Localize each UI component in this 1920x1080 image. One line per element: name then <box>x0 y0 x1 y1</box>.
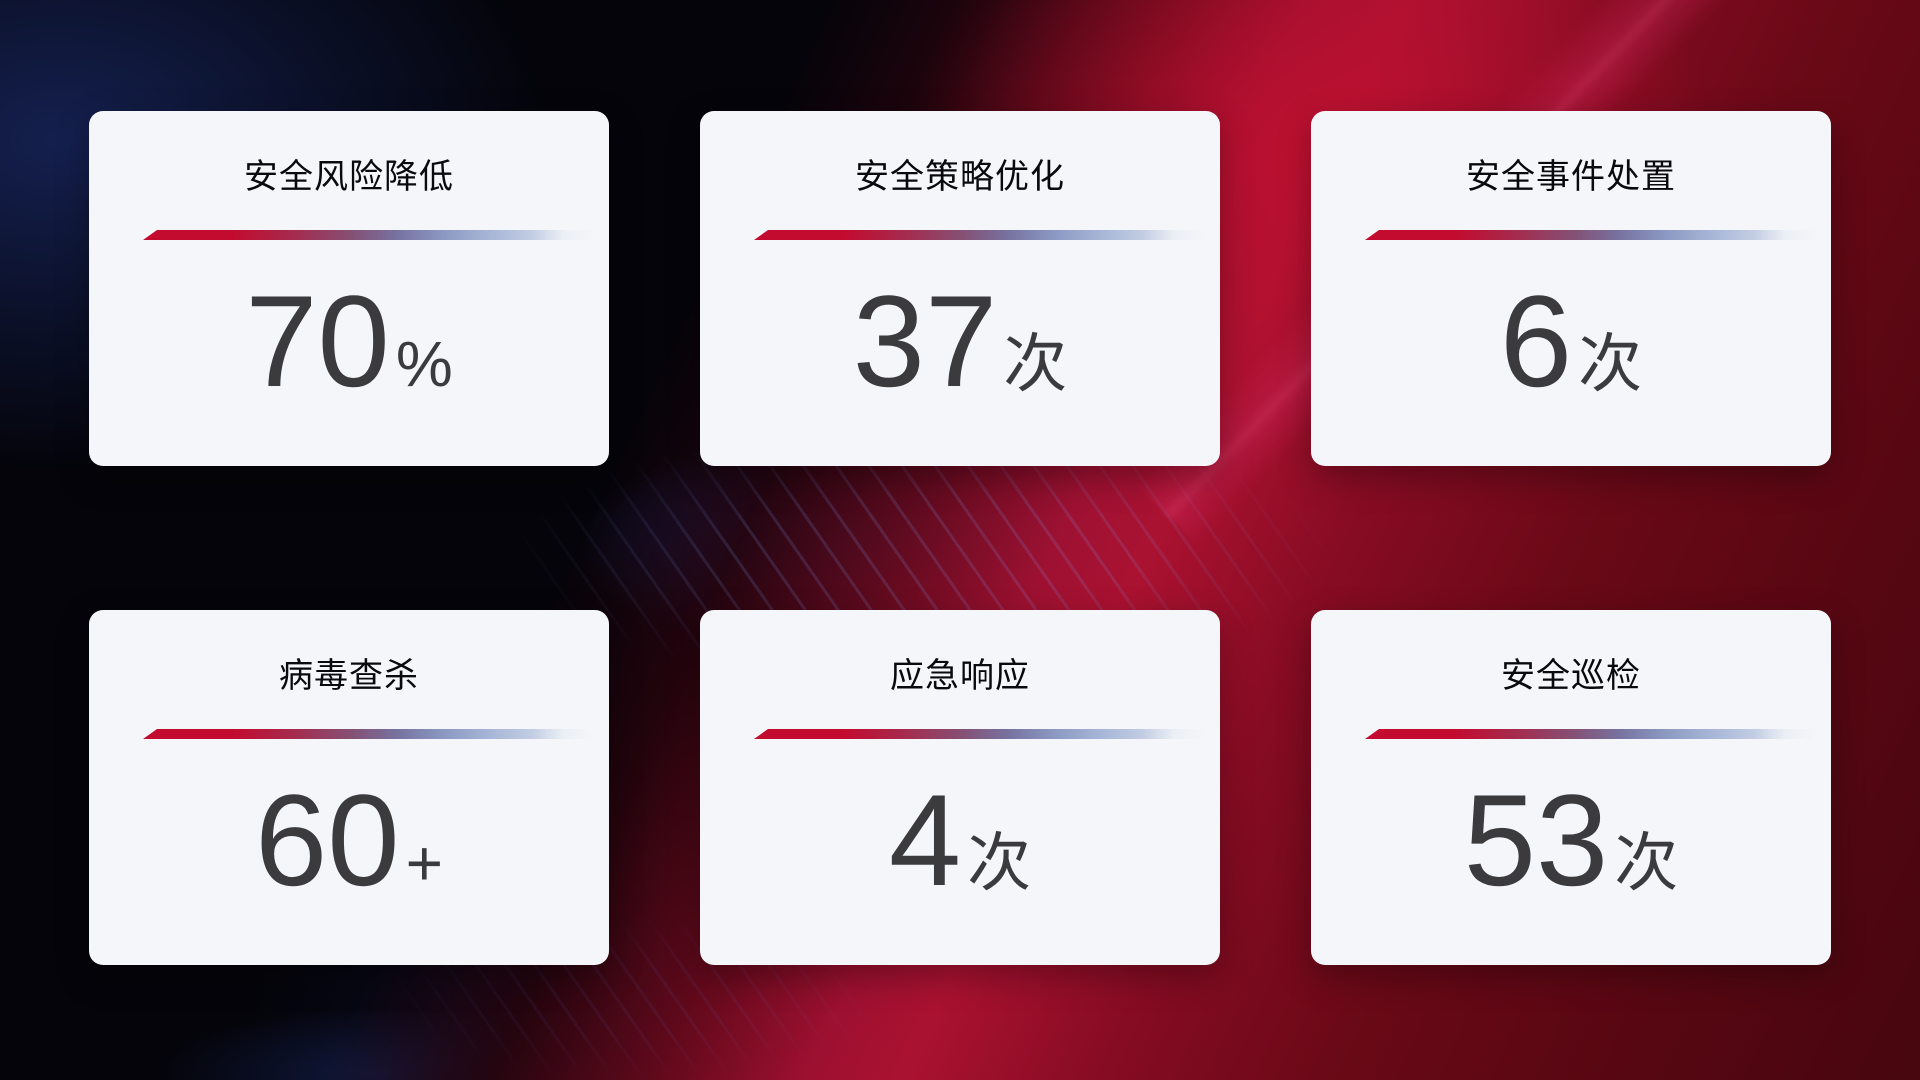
stat-value: 70 <box>245 268 390 414</box>
stat-value-unit: % <box>395 328 453 400</box>
stat-value: 60 <box>255 767 400 913</box>
stat-card-risk-reduction: 安全风险降低 70 % <box>89 111 609 466</box>
stat-value: 53 <box>1463 767 1609 913</box>
stat-card-title: 安全策略优化 <box>855 158 1065 196</box>
stat-value-row: 60 + <box>89 775 609 905</box>
stat-value-unit: 次 <box>1003 328 1068 400</box>
stat-value: 6 <box>1499 268 1573 414</box>
stat-card-title: 应急响应 <box>890 657 1030 695</box>
stat-value-row: 53 次 <box>1311 775 1831 905</box>
gradient-divider <box>143 230 595 240</box>
stat-card-security-inspection: 安全巡检 53 次 <box>1311 610 1831 965</box>
gradient-divider <box>1365 729 1817 739</box>
gradient-divider <box>1365 230 1817 240</box>
stat-card-title: 安全风险降低 <box>244 158 454 196</box>
gradient-divider <box>754 230 1206 240</box>
stat-card-emergency-response: 应急响应 4 次 <box>700 610 1220 965</box>
stat-value-row: 70 % <box>89 276 609 406</box>
stat-card-title: 安全事件处置 <box>1466 158 1676 196</box>
stat-value-unit: 次 <box>967 827 1032 899</box>
stat-card-title: 病毒查杀 <box>279 657 419 695</box>
stat-value-row: 6 次 <box>1311 276 1831 406</box>
gradient-divider <box>754 729 1206 739</box>
stat-card-title: 安全巡检 <box>1501 657 1641 695</box>
stat-value: 37 <box>852 268 998 414</box>
gradient-divider <box>143 729 595 739</box>
stat-value-row: 37 次 <box>700 276 1220 406</box>
stat-value-unit: 次 <box>1614 827 1679 899</box>
stat-card-virus-scan: 病毒查杀 60 + <box>89 610 609 965</box>
stat-card-incident-handling: 安全事件处置 6 次 <box>1311 111 1831 466</box>
stat-value-row: 4 次 <box>700 775 1220 905</box>
stat-value: 4 <box>888 767 962 913</box>
stat-value-unit: + <box>405 827 443 899</box>
stat-value-unit: 次 <box>1578 328 1643 400</box>
stat-card-policy-optimization: 安全策略优化 37 次 <box>700 111 1220 466</box>
